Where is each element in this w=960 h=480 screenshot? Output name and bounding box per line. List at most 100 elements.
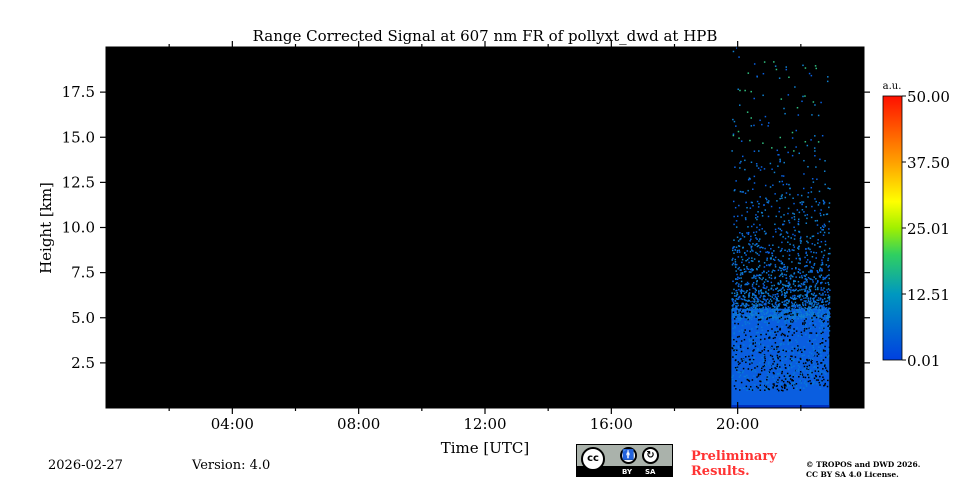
signal-pixel [788, 281, 790, 284]
signal-pixel [751, 310, 753, 313]
signal-pixel [738, 251, 741, 253]
signal-pixel [773, 348, 775, 351]
signal-pixel [752, 343, 754, 345]
signal-pixel [803, 283, 806, 286]
signal-pixel [765, 197, 767, 200]
signal-pixel [769, 369, 771, 372]
signal-pixel [780, 269, 782, 272]
signal-pixel [828, 302, 831, 304]
signal-pixel [823, 384, 825, 387]
signal-pixel [735, 355, 737, 357]
signal-pixel [776, 349, 778, 351]
signal-pixel [818, 315, 821, 318]
signal-pixel [733, 347, 736, 350]
signal-pixel [801, 288, 803, 291]
signal-pixel [738, 56, 740, 58]
signal-pixel [799, 295, 801, 298]
signal-pixel [757, 244, 760, 247]
signal-pixel [783, 161, 785, 164]
signal-pixel [768, 300, 771, 302]
y-tick-label: 5.0 [71, 309, 95, 327]
signal-pixel [815, 308, 817, 311]
signal-pixel [782, 314, 785, 316]
signal-pixel [807, 276, 810, 279]
signal-pixel [789, 243, 791, 246]
signal-pixel [795, 317, 798, 319]
signal-pixel [742, 247, 744, 249]
signal-pixel [760, 304, 762, 306]
signal-pixel [737, 296, 740, 299]
signal-pixel [797, 310, 800, 313]
signal-pixel [734, 326, 736, 329]
signal-pixel [762, 286, 765, 289]
signal-pixel [771, 336, 773, 338]
signal-pixel [758, 260, 760, 263]
signal-pixel [804, 265, 806, 268]
signal-pixel [777, 313, 780, 316]
signal-pixel [817, 353, 820, 355]
signal-pixel [793, 315, 796, 317]
signal-pixel [805, 287, 808, 289]
signal-pixel [825, 308, 828, 311]
signal-pixel [768, 371, 771, 373]
signal-pixel [809, 317, 812, 320]
signal-pixel [813, 314, 815, 317]
signal-pixel [788, 309, 790, 311]
signal-pixel [803, 288, 805, 291]
signal-pixel [770, 263, 772, 265]
signal-pixel [745, 356, 747, 358]
signal-pixel [739, 104, 741, 106]
signal-pixel [804, 380, 807, 382]
signal-pixel [756, 216, 759, 218]
signal-pixel [773, 171, 776, 174]
signal-pixel [774, 266, 777, 268]
signal-pixel [802, 201, 805, 203]
signal-pixel [747, 313, 749, 316]
signal-pixel [767, 310, 769, 312]
signal-pixel [813, 264, 815, 266]
signal-pixel [772, 184, 774, 186]
signal-pixel [821, 225, 824, 227]
signal-pixel [823, 371, 826, 374]
signal-pixel [735, 354, 737, 356]
signal-pixel [770, 274, 773, 277]
signal-pixel [750, 125, 753, 127]
signal-pixel [797, 114, 800, 116]
signal-pixel [813, 377, 816, 380]
signal-pixel [750, 161, 753, 164]
signal-pixel [757, 206, 760, 208]
signal-pixel [811, 255, 814, 258]
signal-pixel [793, 218, 796, 221]
signal-pixel [781, 241, 783, 244]
signal-pixel [817, 204, 820, 206]
signal-pixel [757, 311, 759, 313]
signal-pixel [766, 259, 768, 261]
signal-pixel [820, 227, 822, 229]
signal-pixel [738, 204, 740, 207]
signal-pixel [741, 298, 744, 301]
signal-pixel [788, 183, 790, 186]
signal-pixel [795, 257, 798, 260]
signal-pixel [785, 192, 788, 194]
x-tick-label: 20:00 [716, 415, 759, 433]
signal-pixel [826, 80, 829, 83]
signal-pixel [801, 351, 803, 353]
signal-pixel [785, 358, 787, 360]
signal-pixel [822, 226, 825, 229]
signal-pixel [799, 289, 801, 291]
signal-pixel [756, 304, 758, 307]
signal-pixel [778, 319, 780, 322]
signal-pixel [790, 314, 792, 317]
signal-pixel [814, 286, 816, 288]
signal-pixel [788, 313, 790, 315]
signal-pixel [816, 361, 818, 363]
signal-pixel [805, 273, 808, 276]
signal-pixel [737, 323, 740, 325]
signal-pixel [799, 309, 801, 311]
signal-pixel [733, 288, 735, 291]
signal-pixel [827, 266, 829, 268]
signal-pixel [767, 306, 770, 308]
signal-pixel [776, 368, 779, 371]
signal-pixel [756, 299, 759, 301]
signal-pixel [824, 314, 826, 316]
